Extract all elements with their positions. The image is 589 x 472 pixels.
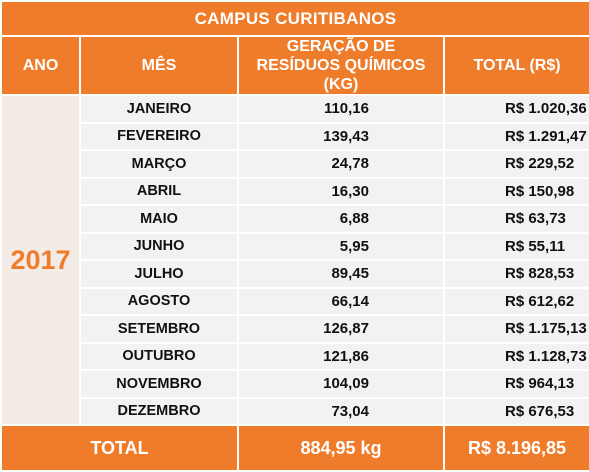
kg-cell: 89,45 (237, 259, 445, 289)
month-cell: ABRIL (79, 176, 239, 206)
kg-cell: 66,14 (237, 286, 445, 316)
total-cell: R$ 676,53 (442, 396, 589, 426)
table-row: DEZEMBRO 73,04 R$ 676,53 (1, 396, 589, 426)
header-geracao-line2: RESÍDUOS QUÍMICOS (KG) (256, 57, 426, 93)
total-cell: R$ 55,11 (442, 231, 589, 261)
kg-value: 110,16 (323, 100, 369, 118)
table-row: NOVEMBRO 104,09 R$ 964,13 (1, 369, 589, 399)
kg-cell: 16,30 (237, 176, 445, 206)
month-cell: DEZEMBRO (79, 396, 239, 426)
year-cell: 2017 (0, 94, 81, 426)
header-ano: ANO (0, 35, 81, 96)
month-cell: JUNHO (79, 231, 239, 261)
total-label: TOTAL (0, 424, 239, 472)
kg-cell: 110,16 (237, 94, 445, 124)
month-cell: JULHO (79, 259, 239, 289)
kg-cell: 139,43 (237, 121, 445, 151)
month-cell: FEVEREIRO (79, 121, 239, 151)
kg-value: 126,87 (323, 320, 369, 338)
table-row: ABRIL 16,30 R$ 150,98 (1, 176, 589, 206)
total-cell: R$ 63,73 (442, 204, 589, 234)
kg-value: 104,09 (323, 375, 369, 393)
total-cell: R$ 1.128,73 (442, 341, 589, 371)
total-cell: R$ 229,52 (442, 149, 589, 179)
table-row: MAIO 6,88 R$ 63,73 (1, 204, 589, 234)
month-cell: OUTUBRO (79, 341, 239, 371)
table-row: SETEMBRO 126,87 R$ 1.175,13 (1, 314, 589, 344)
table-row: JUNHO 5,95 R$ 55,11 (1, 231, 589, 261)
month-cell: SETEMBRO (79, 314, 239, 344)
table-row: 2017 JANEIRO 110,16 R$ 1.020,36 (0, 94, 589, 426)
total-cell: R$ 612,62 (442, 286, 589, 316)
month-cell: AGOSTO (79, 286, 239, 316)
kg-cell: 121,86 (237, 341, 445, 371)
kg-cell: 126,87 (237, 314, 445, 344)
kg-value: 5,95 (339, 237, 369, 255)
kg-value: 66,14 (331, 292, 369, 310)
table-row: OUTUBRO 121,86 R$ 1.128,73 (1, 341, 589, 371)
table-row: AGOSTO 66,14 R$ 612,62 (1, 286, 589, 316)
header-geracao-line1: GERAÇÃO DE (286, 38, 396, 55)
kg-value: 16,30 (331, 182, 369, 200)
header-mes: MÊS (79, 35, 239, 96)
header-geracao: GERAÇÃO DE RESÍDUOS QUÍMICOS (KG) (237, 35, 445, 96)
total-cell: R$ 828,53 (442, 259, 589, 289)
month-cell: MARÇO (79, 149, 239, 179)
total-cell: R$ 1.020,36 (442, 94, 589, 124)
kg-value: 24,78 (331, 155, 369, 173)
month-cell: JANEIRO (79, 94, 239, 124)
kg-cell: 104,09 (237, 369, 445, 399)
month-cell: NOVEMBRO (79, 369, 239, 399)
total-cell: R$ 964,13 (442, 369, 589, 399)
kg-value: 89,45 (331, 265, 369, 283)
table-row: FEVEREIRO 139,43 R$ 1.291,47 (1, 121, 589, 151)
kg-cell: 24,78 (237, 149, 445, 179)
header-total: TOTAL (R$) (442, 35, 589, 96)
kg-cell: 5,95 (237, 231, 445, 261)
kg-value: 139,43 (323, 127, 369, 145)
total-cell: R$ 1.175,13 (442, 314, 589, 344)
table-row: JULHO 89,45 R$ 828,53 (1, 259, 589, 289)
month-cell: MAIO (79, 204, 239, 234)
kg-value: 73,04 (331, 402, 369, 420)
table-row: MARÇO 24,78 R$ 229,52 (1, 149, 589, 179)
kg-cell: 73,04 (237, 396, 445, 426)
total-amount: R$ 8.196,85 (442, 424, 589, 472)
total-kg: 884,95 kg (237, 424, 445, 472)
kg-value: 6,88 (339, 210, 369, 228)
total-row: TOTAL 884,95 kg R$ 8.196,85 (0, 424, 589, 472)
table-title: CAMPUS CURITIBANOS (0, 0, 589, 37)
total-cell: R$ 1.291,47 (442, 121, 589, 151)
total-cell: R$ 150,98 (442, 176, 589, 206)
kg-value: 121,86 (323, 347, 369, 365)
kg-cell: 6,88 (237, 204, 445, 234)
